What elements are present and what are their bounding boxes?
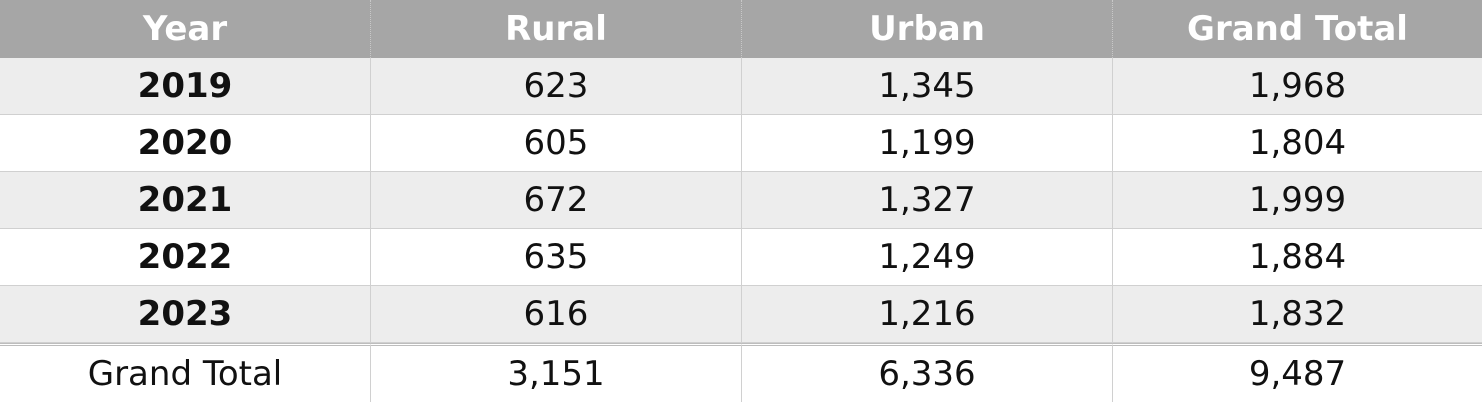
value-cell: 635 — [371, 229, 742, 286]
year-cell: 2019 — [0, 58, 371, 115]
header-cell: Grand Total — [1113, 0, 1482, 58]
value-cell: 1,884 — [1113, 229, 1482, 286]
value-cell: 1,832 — [1113, 286, 1482, 343]
year-cell: 2020 — [0, 115, 371, 172]
total-cell: 3,151 — [371, 343, 742, 402]
header-cell: Year — [0, 0, 371, 58]
value-cell: 1,216 — [742, 286, 1113, 343]
year-cell: 2022 — [0, 229, 371, 286]
value-cell: 616 — [371, 286, 742, 343]
value-cell: 1,999 — [1113, 172, 1482, 229]
total-cell: 9,487 — [1113, 343, 1482, 402]
value-cell: 1,249 — [742, 229, 1113, 286]
value-cell: 1,968 — [1113, 58, 1482, 115]
value-cell: 605 — [371, 115, 742, 172]
value-cell: 1,327 — [742, 172, 1113, 229]
year-cell: 2021 — [0, 172, 371, 229]
header-cell: Rural — [371, 0, 742, 58]
value-cell: 623 — [371, 58, 742, 115]
value-cell: 1,804 — [1113, 115, 1482, 172]
value-cell: 1,199 — [742, 115, 1113, 172]
year-cell: 2023 — [0, 286, 371, 343]
value-cell: 672 — [371, 172, 742, 229]
header-cell: Urban — [742, 0, 1113, 58]
total-cell: 6,336 — [742, 343, 1113, 402]
value-cell: 1,345 — [742, 58, 1113, 115]
total-label: Grand Total — [0, 343, 371, 402]
